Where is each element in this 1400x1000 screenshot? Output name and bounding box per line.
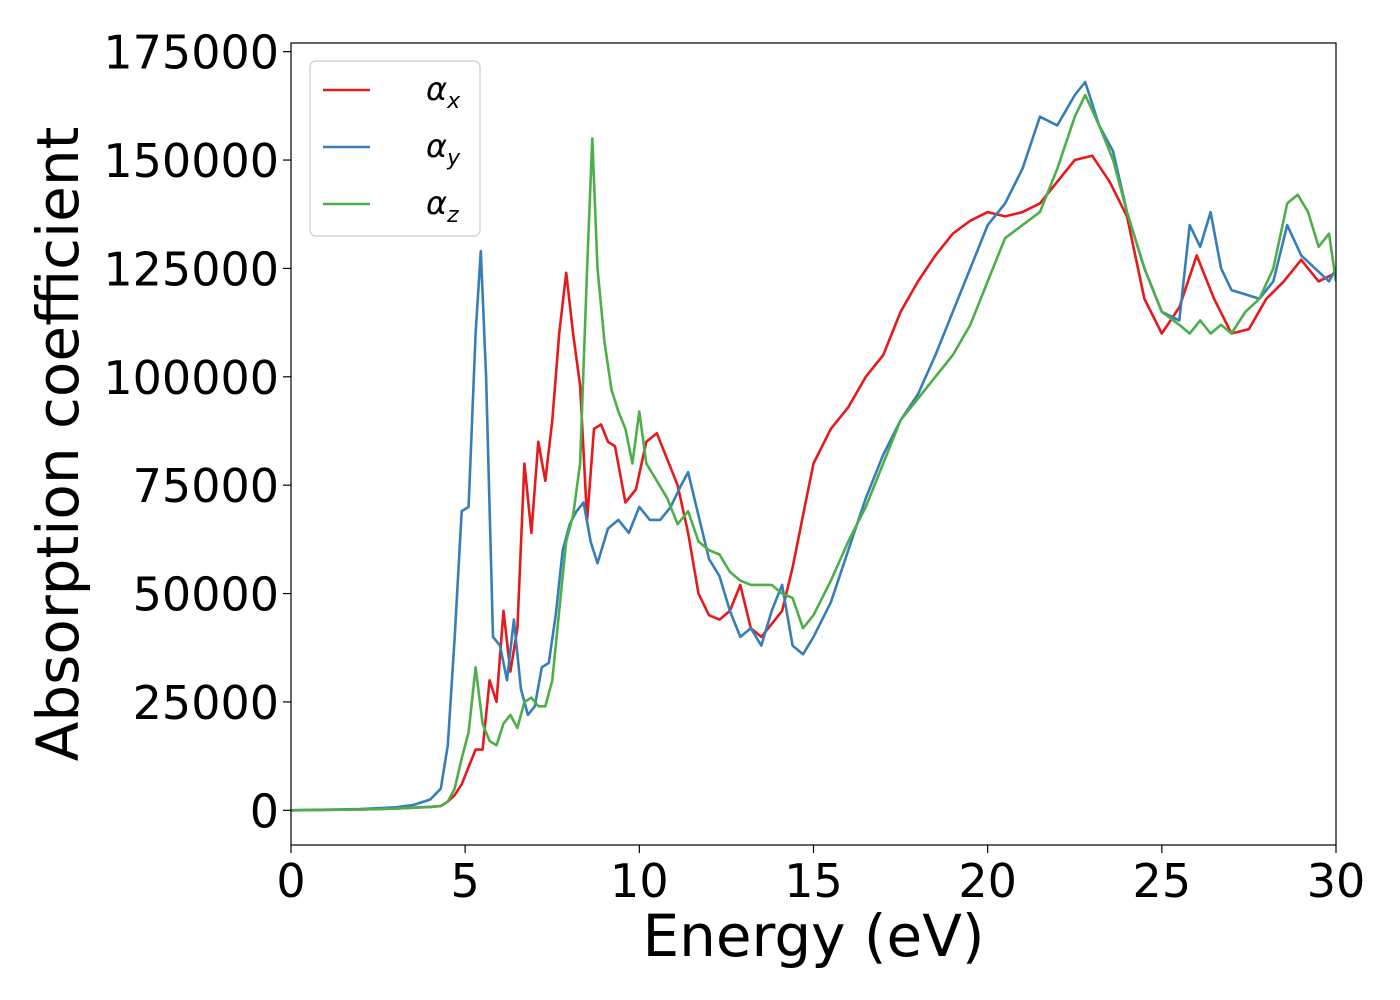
y-tick-label: 75000 [133,459,279,513]
x-tick-label: 15 [784,854,843,908]
legend-label-x: αx [426,70,461,114]
y-axis-title: Absorption coefficient [24,127,92,762]
series-layer [291,80,1336,812]
legend-box [309,60,481,237]
legend: αx αy αz [309,60,481,237]
x-tick-label: 20 [958,854,1017,908]
y-tick-label: 125000 [103,242,279,296]
y-tick-label: 150000 [103,134,279,188]
y-tick-label: 25000 [133,676,279,730]
series-line-z [291,93,1336,812]
x-axis-title: Energy (eV) [642,902,984,970]
legend-label-y: αy [426,127,461,171]
y-axis-ticks: 0 25000 50000 75000 100000 125000 150000 175000 [103,26,291,838]
x-tick-label: 5 [451,854,480,908]
x-tick-label: 10 [610,854,669,908]
x-axis-ticks: 0 5 10 15 20 25 30 [276,845,1365,908]
x-tick-label: 25 [1133,854,1192,908]
legend-label-z: αz [426,184,459,228]
y-tick-label: 175000 [103,26,279,80]
x-tick-label: 0 [276,854,305,908]
y-tick-label: 50000 [133,568,279,622]
y-tick-label: 100000 [103,351,279,405]
series-line-x [291,154,1336,812]
x-tick-label: 30 [1307,854,1366,908]
y-tick-label: 0 [250,784,279,838]
